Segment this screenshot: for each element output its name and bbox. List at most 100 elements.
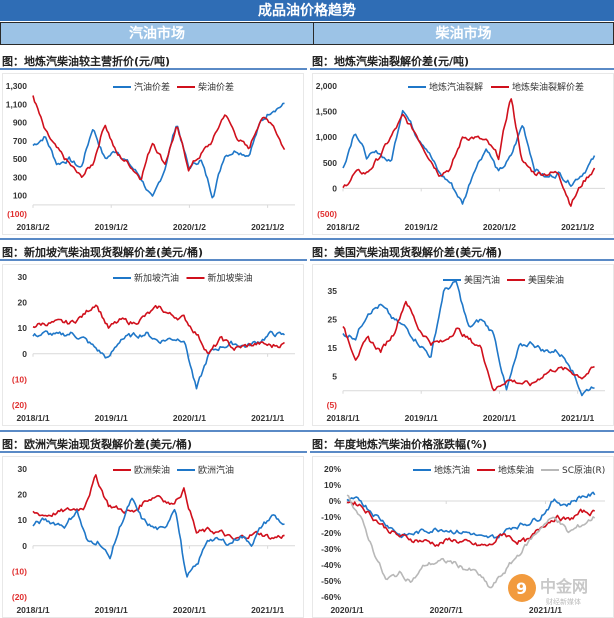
row-divider [0, 430, 614, 432]
svg-text:9: 9 [516, 579, 527, 598]
chart-title: 图：地炼汽柴油裂解价差(元/吨) [310, 54, 614, 70]
y-tick-label: 300 [13, 172, 27, 182]
chart-1: 2,000 1,500 1,000 500 0 (500) 2018/1/2 2019/1/2… [316, 81, 605, 232]
panel-chart-1: 图：地炼汽柴油裂解价差(元/吨) 2,000 1,500 1,000 500 0 (500)… [310, 54, 614, 235]
y-tick-label: -50% [321, 576, 341, 586]
watermark-text: 中金网 [540, 577, 588, 596]
x-tick-label: 2020/1/1 [173, 413, 206, 423]
y-tick-label: 1,100 [6, 99, 28, 109]
x-tick-label: 2020/1/2 [173, 222, 206, 232]
y-tick-label: 700 [13, 136, 27, 146]
y-tick-label: (20) [12, 400, 27, 410]
y-tick-label: 5 [332, 372, 337, 382]
x-tick-label: 2019/1/1 [95, 413, 128, 423]
legend-label: 美国汽油 [464, 274, 500, 286]
section-diesel-market: 柴油市场 [313, 22, 614, 45]
y-tick-label: 35 [328, 286, 338, 296]
row-divider [0, 238, 614, 240]
y-tick-label: (20) [12, 592, 27, 602]
series-line-0 [32, 474, 285, 541]
series-line-1 [346, 501, 595, 547]
y-tick-label: 10 [18, 515, 28, 525]
x-tick-label: 2021/1/1 [251, 413, 284, 423]
x-tick-label: 2021/1/2 [561, 222, 594, 232]
panel-chart-4: 图：欧洲汽柴油现货裂解价差(美元/桶) 30 20 10 0 (10) (20) 2018/1… [0, 437, 307, 618]
series-line-0 [342, 280, 595, 397]
legend-label: 新加坡汽油 [134, 272, 179, 284]
series-line-0 [346, 491, 596, 539]
y-tick-label: 2,000 [316, 81, 338, 91]
series-line-1 [32, 304, 285, 355]
x-tick-label: 2021/1/1 [529, 605, 562, 615]
y-tick-label: 900 [13, 118, 27, 128]
y-tick-label: 500 [13, 154, 27, 164]
y-tick-label: -10% [321, 512, 341, 522]
chart-title: 图：美国汽柴油现货裂解价差(美元/桶) [310, 245, 614, 261]
y-tick-label: 10% [324, 480, 341, 490]
chart-title: 图：新加坡汽柴油现货裂解价差(美元/桶) [0, 245, 307, 261]
chart-3: 35 25 15 5 (5) 2018/1/1 2019/1/1 2020/1/1 2021/1… [326, 274, 605, 423]
x-tick-label: 2021/1/1 [251, 605, 284, 615]
y-tick-label: 20 [18, 490, 28, 500]
y-tick-label: 15 [328, 343, 338, 353]
y-tick-label: (100) [7, 209, 27, 219]
x-tick-label: 2019/1/2 [405, 222, 438, 232]
y-tick-label: 0 [22, 349, 27, 359]
x-tick-label: 2019/1/2 [95, 222, 128, 232]
y-tick-label: 1,300 [6, 81, 28, 91]
y-tick-label: 30 [18, 464, 28, 474]
y-tick-label: 1,500 [316, 107, 338, 117]
x-tick-label: 2019/1/1 [405, 413, 438, 423]
chart-4: 30 20 10 0 (10) (20) 2018/1/1 2019/1/1 2020/1/1 2… [12, 464, 295, 615]
legend-label: 美国柴油 [528, 274, 564, 286]
panel-chart-2: 图：新加坡汽柴油现货裂解价差(美元/桶) 30 20 10 0 (10) (20) 2018/… [0, 245, 307, 426]
series-line-1 [32, 95, 286, 181]
legend-label: 新加坡柴油 [208, 272, 253, 284]
panel-chart-3: 图：美国汽柴油现货裂解价差(美元/桶) 35 25 15 5 (5) 2018/1/1 201… [310, 245, 614, 426]
x-tick-label: 2020/1/1 [330, 605, 363, 615]
chart-5: 20% 10% 0% -10% -20% -30% -40% -50% -60% 2020/1/1… [321, 464, 605, 615]
series-line-1 [342, 300, 595, 392]
series-line-2 [346, 494, 596, 589]
legend-label: 欧洲柴油 [134, 464, 170, 476]
series-line-1 [342, 98, 596, 207]
watermark-logo: 9 中金网 财经新媒体 [506, 568, 606, 608]
watermark-sub: 财经新媒体 [546, 597, 581, 606]
y-tick-label: 20% [324, 464, 341, 474]
y-tick-label: 1,000 [316, 132, 338, 142]
panel-chart-0: 图：地炼汽柴油较主营折价(元/吨) 1,300 1,100 900 700 500 300 1… [0, 54, 307, 235]
y-tick-label: 0 [332, 183, 337, 193]
series-line-0 [32, 330, 285, 390]
chart-title: 图：年度地炼汽柴油价格涨跌幅(%) [310, 437, 614, 453]
series-line-0 [32, 102, 285, 199]
legend-label: 柴油价差 [198, 81, 234, 93]
chart-title: 图：地炼汽柴油较主营折价(元/吨) [0, 54, 307, 70]
y-tick-label: -40% [321, 560, 341, 570]
series-line-1 [32, 497, 285, 578]
x-tick-label: 2018/1/1 [16, 413, 49, 423]
y-tick-label: 100 [13, 191, 27, 201]
y-tick-label: 25 [328, 315, 338, 325]
section-gasoline-market: 汽油市场 [0, 22, 314, 45]
y-tick-label: 30 [18, 272, 28, 282]
chart-0: 1,300 1,100 900 700 500 300 100 (100) 2018/1/2 20… [6, 81, 295, 232]
x-tick-label: 2018/1/2 [16, 222, 49, 232]
y-tick-label: -60% [321, 592, 341, 602]
y-tick-label: (5) [327, 400, 338, 410]
y-tick-label: (10) [12, 566, 27, 576]
x-tick-label: 2021/1/2 [251, 222, 284, 232]
y-tick-label: 10 [18, 323, 28, 333]
y-tick-label: -20% [321, 528, 341, 538]
page-title: 成品油价格趋势 [0, 0, 614, 22]
x-tick-label: 2018/1/1 [326, 413, 359, 423]
legend-label: 欧洲汽油 [198, 464, 234, 476]
x-tick-label: 2020/1/2 [483, 222, 516, 232]
legend-label: 地炼柴油 [498, 464, 534, 476]
x-tick-label: 2018/1/1 [16, 605, 49, 615]
y-tick-label: -30% [321, 544, 341, 554]
x-tick-label: 2020/1/1 [483, 413, 516, 423]
x-tick-label: 2018/1/2 [326, 222, 359, 232]
y-tick-label: 500 [323, 158, 337, 168]
legend-label: SC原油(R) [562, 464, 605, 476]
y-tick-label: (500) [317, 209, 337, 219]
